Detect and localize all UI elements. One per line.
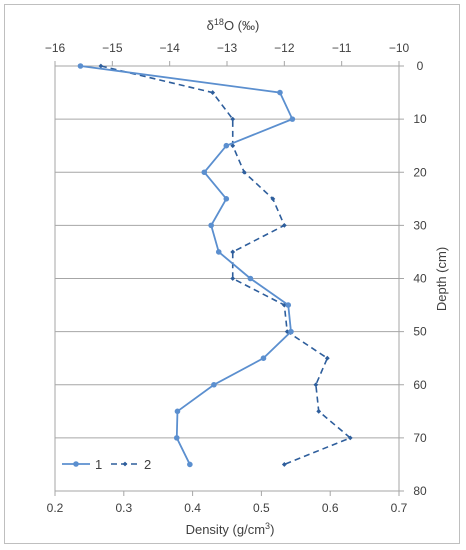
series-1-point — [289, 116, 296, 122]
series-2-point — [281, 462, 287, 467]
series-1-point — [223, 196, 230, 202]
gridlines — [55, 65, 399, 492]
right-tick-label: 60 — [413, 378, 427, 392]
series-2-point — [281, 222, 287, 228]
series-2-point — [230, 276, 236, 281]
bottom-tick-label: 0.6 — [322, 501, 339, 515]
series-2-point — [230, 143, 236, 149]
series-2-point — [98, 63, 104, 69]
right-tick-label: 20 — [413, 165, 427, 179]
series-1-point — [223, 142, 230, 149]
series-1-point — [187, 461, 193, 468]
legend-2-marker — [122, 461, 128, 467]
series-2-point — [230, 116, 236, 122]
top-tick-label: −11 — [332, 41, 352, 55]
right-tick-label: 50 — [413, 325, 427, 339]
right-axis-title: Depth (cm) — [434, 247, 449, 311]
top-tick-label: −14 — [159, 41, 180, 55]
series-2-point — [270, 196, 276, 202]
right-tick-label: 70 — [413, 431, 427, 445]
bottom-tick-label: 0.2 — [47, 501, 64, 515]
bottom-axis-title: Density (g/cm3) — [186, 521, 275, 537]
series-1-point — [288, 328, 294, 335]
series-2-point — [316, 408, 322, 414]
bottom-axis-tick-labels: 0.2 0.3 0.4 0.5 0.6 0.7 — [47, 501, 408, 515]
series-2-point — [313, 382, 319, 388]
bottom-tick-label: 0.4 — [184, 501, 201, 515]
bottom-tick-label: 0.5 — [253, 501, 270, 515]
bottom-tick-label: 0.7 — [391, 501, 408, 515]
top-tick-label: −10 — [389, 41, 410, 55]
series-2-point — [347, 435, 353, 441]
series-1-point — [247, 275, 254, 282]
series-1-point — [174, 408, 181, 415]
right-tick-label: 10 — [413, 112, 427, 126]
series-2-point — [324, 355, 330, 361]
series — [77, 63, 353, 468]
right-tick-label: 30 — [413, 218, 427, 232]
legend-1-marker — [73, 461, 79, 467]
series-2-point — [230, 249, 236, 255]
top-tick-label: −16 — [45, 41, 66, 55]
series-1-point — [211, 381, 217, 388]
right-tick-label: 80 — [413, 484, 427, 498]
legend-1-label: 1 — [95, 457, 102, 472]
series-1-point — [285, 302, 292, 308]
top-tick-label: −15 — [102, 41, 123, 55]
top-axis-title: δ18O (‰) — [207, 17, 260, 33]
top-axis-tick-labels: −16 −15 −14 −13 −12 −11 −10 — [45, 41, 410, 55]
axes — [54, 61, 404, 496]
series-1-point — [173, 435, 180, 441]
right-axis-tick-labels: 0 10 20 30 40 50 60 70 80 — [413, 59, 427, 498]
series-2-line — [100, 65, 352, 466]
series-1-point — [77, 63, 84, 69]
legend-2-label: 2 — [144, 457, 151, 472]
series-2-point — [284, 329, 290, 335]
series-1-point — [201, 169, 208, 176]
series-1-point — [208, 222, 214, 229]
series-1-line — [80, 65, 294, 465]
bottom-tick-label: 0.3 — [115, 501, 132, 515]
right-tick-label: 40 — [413, 272, 427, 286]
series-2-point — [241, 169, 247, 175]
series-1-point — [260, 355, 267, 361]
right-tick-label: 0 — [417, 59, 424, 73]
top-tick-label: −13 — [217, 41, 238, 55]
series-1-point — [215, 249, 222, 255]
series-2-point — [210, 90, 216, 95]
series-1-point — [277, 89, 283, 96]
top-tick-label: −12 — [274, 41, 295, 55]
